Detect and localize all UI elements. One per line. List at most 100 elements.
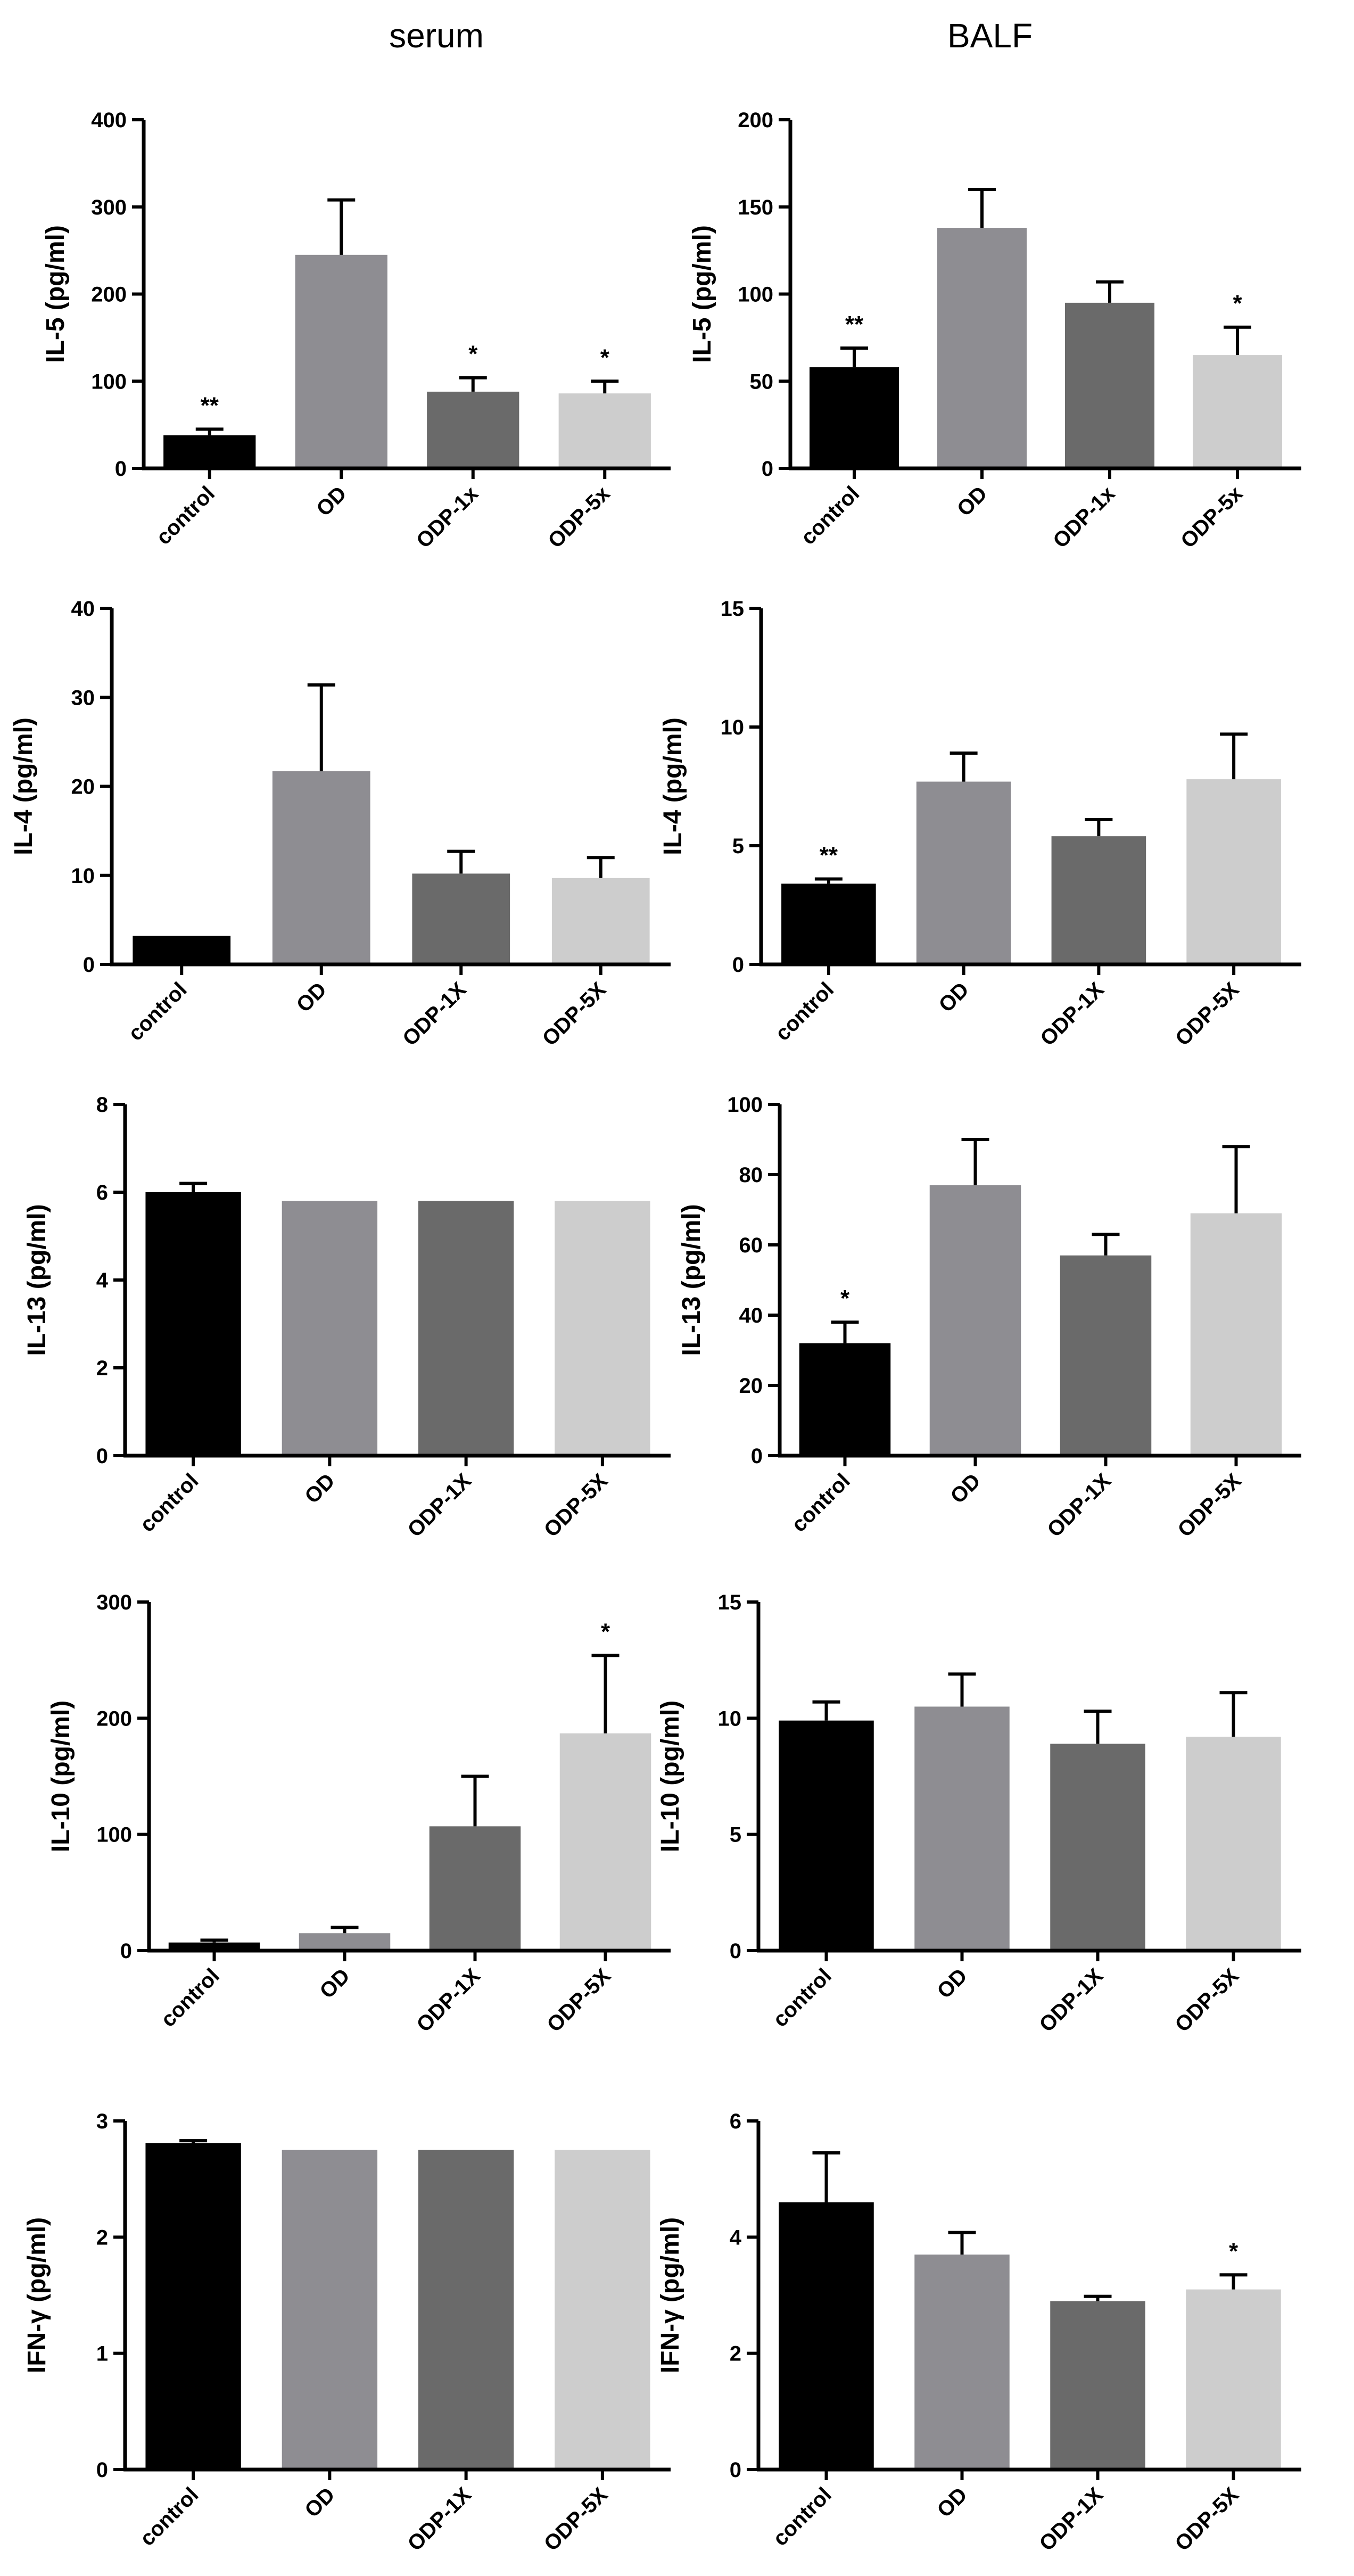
bar-od [914,2255,1010,2470]
x-tick-label: control [136,1469,203,1537]
y-tick-label: 0 [115,457,127,481]
y-tick-label: 80 [739,1163,763,1187]
y-tick-label: 4 [96,1269,109,1292]
x-tick-label: OD [300,2483,340,2522]
x-tick-label: ODP-5X [1173,1469,1246,1542]
bar-od [916,781,1011,964]
y-tick-label: 8 [96,1093,108,1117]
bar-odp-1x [1065,302,1154,468]
x-tick-label: ODP-1X [1043,1469,1116,1542]
y-tick-label: 100 [96,1823,132,1847]
x-tick-label: control [136,2483,203,2550]
significance-marker: ** [820,842,838,868]
x-tick-label: OD [932,1964,972,2003]
significance-marker: * [600,344,610,370]
x-tick-label: ODP-1X [412,1964,485,2037]
bar-odp-5x [1186,2289,1281,2470]
bar-odp-5x [1186,1737,1281,1951]
y-tick-label: 0 [730,2458,741,2482]
x-tick-label: control [787,1469,855,1537]
balf-il13-chart: * control OD ODP-1X ODP-5X 0 20 40 60 80 100 IL-13 … [678,1093,1301,1542]
significance-marker: * [601,1619,610,1645]
bar-od [295,254,387,468]
y-tick-label: 400 [91,109,127,132]
x-tick-label: ODP-5X [1170,1964,1243,2037]
x-tick-label: control [124,978,192,1045]
y-tick-label: 150 [738,196,773,219]
y-tick-label: 0 [762,457,773,481]
bar-control [168,1942,260,1951]
y-tick-label: 6 [730,2110,741,2133]
x-tick-label: OD [934,978,973,1017]
bar-odp-1x [1060,1255,1152,1456]
y-tick-label: 0 [732,953,744,977]
serum-il5-chart: ** control OD * ODP-1x * ODP-5x 0 100 200 300 400 IL… [42,109,671,553]
x-tick-label: control [796,482,864,549]
bar-od [282,2150,378,2470]
y-tick-label: 10 [721,716,745,739]
significance-marker: ** [201,392,219,418]
significance-marker: * [1233,291,1242,317]
balf-il5-chart: ** control OD ODP-1x * ODP-5x 0 50 100 150 200 IL-5… [688,109,1301,553]
bar-control [133,936,231,964]
bar-control [145,1192,241,1456]
y-axis-label: IFN-γ (pg/ml) [656,2217,684,2373]
x-tick-label: ODP-1X [1035,1964,1108,2037]
bar-odp-1x [1051,836,1146,964]
y-tick-label: 40 [71,597,95,621]
serum-il13-chart: control OD ODP-1X ODP-5X 0 2 4 6 8 IL-13 (pg/ml) [23,1093,671,1542]
bar-odp-5x [551,878,650,964]
x-tick-label: ODP-5x [1176,482,1247,552]
y-tick-label: 2 [96,2226,108,2249]
y-tick-label: 300 [91,196,127,219]
x-tick-label: ODP-5X [1170,2483,1243,2556]
bar-odp-1x [418,1201,514,1456]
x-tick-label: OD [946,1469,985,1508]
bar-odp-5x [1190,1213,1282,1456]
bar-odp-5x [555,1201,650,1456]
y-tick-label: 1 [96,2342,108,2366]
x-tick-label: OD [315,1964,354,2003]
y-tick-label: 3 [96,2110,108,2133]
y-tick-label: 0 [751,1444,763,1468]
y-axis-label: IFN-γ (pg/ml) [23,2217,51,2373]
y-tick-label: 15 [718,1591,742,1614]
x-tick-label: ODP-5X [542,1964,615,2037]
x-tick-label: control [769,1964,836,2032]
serum-il10-chart: control OD ODP-1X * ODP-5X 0 100 200 300 IL-10 (p… [47,1591,671,2037]
x-tick-label: ODP-5X [1171,978,1244,1051]
bar-odp-1x [418,2150,514,2470]
bar-od [282,1201,378,1456]
balf-column-title: BALF [947,16,1033,55]
x-tick-label: control [156,1964,224,2032]
bar-odp-5x [1186,779,1281,964]
serum-il4-chart: control OD ODP-1X ODP-5X 0 10 20 30 40 IL-4 (pg/m… [10,597,671,1051]
y-tick-label: 0 [83,953,95,977]
x-tick-label: OD [300,1469,340,1508]
y-axis-label: IL-4 (pg/ml) [659,717,687,855]
x-tick-label: ODP-1X [1035,2483,1108,2556]
y-tick-label: 50 [750,370,774,393]
x-tick-label: ODP-5x [543,482,614,552]
x-tick-label: OD [312,482,351,521]
bar-odp-5x [555,2150,650,2470]
bar-odp-1x [427,391,519,468]
x-tick-label: ODP-1X [398,978,471,1051]
y-tick-label: 200 [738,109,773,132]
significance-marker: * [840,1285,850,1311]
bar-od [929,1185,1021,1456]
y-tick-label: 0 [96,2458,108,2482]
x-tick-label: ODP-1X [403,2483,476,2556]
y-tick-label: 4 [730,2226,742,2249]
y-axis-label: IL-4 (pg/ml) [10,717,38,855]
y-tick-label: 10 [71,864,95,888]
balf-ifng-chart: control OD ODP-1X * ODP-5X 0 2 4 6 IFN-γ (pg/ml) [656,2110,1301,2556]
y-tick-label: 5 [730,1823,741,1847]
bar-control [779,1720,874,1951]
x-tick-label: OD [953,482,992,521]
y-tick-label: 6 [96,1181,108,1204]
bar-odp-1x [412,873,510,964]
bar-odp-1x [1050,1744,1145,1951]
y-tick-label: 2 [96,1357,108,1380]
